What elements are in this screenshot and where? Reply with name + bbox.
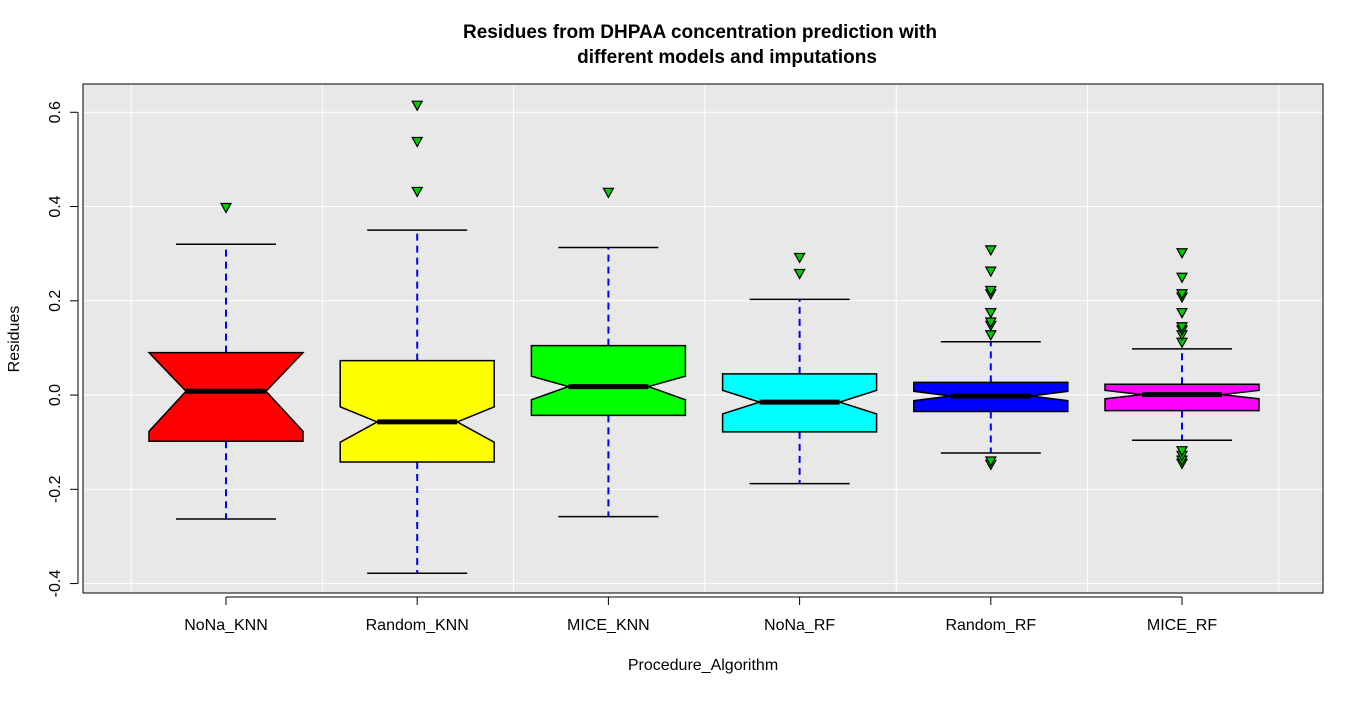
box-body xyxy=(1104,383,1260,412)
outlier-point-11 xyxy=(1175,272,1189,284)
outlier-point-8 xyxy=(1175,307,1189,319)
box-group-Random_KNN xyxy=(339,100,495,574)
x-tick-label: NoNa_RF xyxy=(764,617,835,634)
y-tick-label: -0.2 xyxy=(47,475,64,503)
axis-layer: -0.4 -0.2 0.0 0.2 0.4 0.6 NoNa_KNN Random_KNN MI… xyxy=(47,101,1217,634)
outlier-point-8 xyxy=(984,266,997,278)
outlier-point-0 xyxy=(793,268,806,280)
box-body xyxy=(339,359,495,463)
outlier-point-9 xyxy=(984,245,997,257)
x-tick-label: NoNa_KNN xyxy=(184,617,268,634)
outlier-point-0 xyxy=(602,187,615,199)
outlier-point-5 xyxy=(984,307,997,319)
x-axis-label: Procedure_Algorithm xyxy=(628,657,778,674)
box-group-MICE_KNN xyxy=(530,187,687,518)
outlier-point-7 xyxy=(984,285,997,297)
y-tick-label: -0.4 xyxy=(47,570,64,598)
outlier-point-1 xyxy=(411,136,424,148)
chart-title-line-1: Residues from DHPAA concentration predic… xyxy=(463,22,937,43)
plot-background xyxy=(83,84,1323,593)
outlier-point-10 xyxy=(1175,289,1189,300)
x-tick-label: MICE_KNN xyxy=(567,617,650,634)
outlier-point-12 xyxy=(1175,248,1189,259)
outlier-point-1 xyxy=(793,252,806,264)
x-tick-label: Random_RF xyxy=(945,617,1036,634)
box-layer xyxy=(147,100,1260,574)
outlier-point-0 xyxy=(219,202,233,214)
chart-title-line-2: different models and imputations xyxy=(577,47,877,68)
y-tick-label: 0.2 xyxy=(47,290,64,312)
outlier-point-2 xyxy=(411,100,424,112)
outlier-point-7 xyxy=(1175,322,1189,333)
box-group-Random_RF xyxy=(913,245,1069,471)
box-group-NoNa_RF xyxy=(721,252,878,485)
grid-layer xyxy=(83,84,1323,593)
y-tick-label: 0.4 xyxy=(47,195,64,217)
y-axis-label: Residues xyxy=(6,306,23,373)
x-tick-label: Random_KNN xyxy=(366,617,469,634)
outlier-point-1 xyxy=(984,456,997,468)
y-tick-label: 0.6 xyxy=(47,101,64,123)
box-body xyxy=(147,351,305,442)
plot-frame xyxy=(82,83,1324,594)
box-group-MICE_RF xyxy=(1104,248,1260,470)
x-tick-label: MICE_RF xyxy=(1147,617,1217,634)
outlier-point-3 xyxy=(1175,446,1189,457)
box-body xyxy=(530,344,687,417)
y-tick-label: 0.0 xyxy=(47,384,64,406)
outlier-point-0 xyxy=(411,186,424,198)
box-group-NoNa_KNN xyxy=(147,202,305,520)
